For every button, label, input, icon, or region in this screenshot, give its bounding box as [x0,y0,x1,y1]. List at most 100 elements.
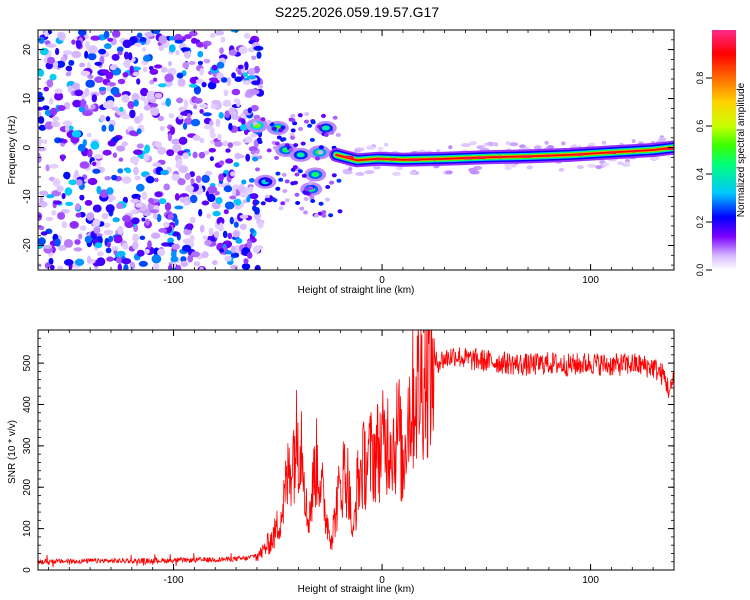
noise-cell [90,35,101,41]
noise-cell [230,264,239,270]
transition-cell [301,173,307,178]
noise-cell [139,112,144,122]
transition-cell [298,126,303,131]
noise-cell [51,120,61,128]
noise-cell [143,98,149,106]
noise-cell [191,251,200,258]
noise-cell [210,103,218,109]
noise-cell [131,93,140,102]
noise-cell [38,69,45,77]
noise-cell [142,46,147,52]
noise-cell [233,162,240,168]
noise-cell [193,104,198,110]
noise-cell [258,84,264,90]
transition-cell [310,199,316,203]
noise-cell [94,242,103,249]
noise-cell [230,171,236,177]
noise-cell [180,260,189,267]
noise-cell [149,209,159,214]
noise-cell [171,231,180,237]
noise-cell [229,195,237,200]
noise-cell [130,156,139,164]
noise-cell [117,168,124,174]
noise-cell [84,50,89,59]
noise-cell [85,40,90,50]
noise-cell [242,80,251,85]
noise-cell [125,168,132,174]
figure-title: S225.2026.059.19.57.G17 [275,4,439,20]
noise-cell [74,89,84,97]
noise-cell [256,51,262,59]
noise-cell [93,226,101,234]
noise-cell [237,64,244,70]
transition-cell [324,197,330,202]
tone-peak [463,156,473,160]
noise-cell [234,76,243,82]
noise-cell [239,124,248,131]
noise-cell [244,61,249,71]
noise-cell [75,40,82,49]
noise-cell [193,85,201,95]
noise-cell [121,258,132,265]
noise-cell [65,65,73,72]
noise-cell [205,170,213,176]
noise-cell [149,79,155,85]
halo-cell [602,162,610,167]
noise-cell [94,76,104,83]
noise-cell [84,199,93,206]
noise-cell [223,185,233,193]
transition-cell [318,145,324,150]
noise-cell [128,130,137,136]
noise-cell [228,49,237,56]
noise-cell [98,86,107,91]
noise-cell [150,232,161,239]
noise-cell [246,75,257,80]
noise-cell [131,209,138,215]
transition-cell [278,177,284,182]
noise-cell [108,124,115,132]
noise-cell [136,183,145,192]
noise-cell [122,39,132,49]
noise-cell [133,99,139,107]
noise-cell [174,193,180,201]
noise-cell [199,224,205,233]
transition-cell [321,210,327,215]
transition-cell [264,194,270,199]
noise-cell [132,241,139,250]
noise-cell [107,37,113,42]
noise-cell [144,31,155,37]
noise-cell [75,258,85,266]
noise-cell [248,146,258,152]
transition-cell [293,180,298,185]
tone-peak [576,153,584,156]
noise-cell [49,73,57,81]
noise-cell [54,92,64,101]
noise-cell [76,179,83,187]
tone-peak [389,158,398,161]
noise-cell [254,264,261,270]
transition-cell [323,132,329,137]
noise-cell [132,71,140,77]
noise-cell [241,179,247,185]
noise-cell [63,171,71,180]
noise-cell [98,48,107,55]
noise-cell [227,142,234,149]
spectrogram-xlabel: Height of straight line (km) [298,285,415,296]
noise-cell [253,65,260,74]
noise-cell [202,112,212,117]
transition-cell [290,114,296,118]
transition-cell [265,178,271,183]
noise-cell [251,55,257,60]
noise-cell [170,126,175,135]
noise-cell [154,191,163,198]
noise-cell [245,136,253,143]
colorbar-tick-label: 0.4 [695,168,705,181]
noise-cell [43,244,52,249]
noise-cell [71,50,82,59]
noise-cell [180,256,187,263]
noise-cell [248,178,255,183]
noise-cell [79,194,85,201]
noise-cell [190,194,198,204]
noise-cell [231,88,241,96]
noise-cell [150,106,160,116]
